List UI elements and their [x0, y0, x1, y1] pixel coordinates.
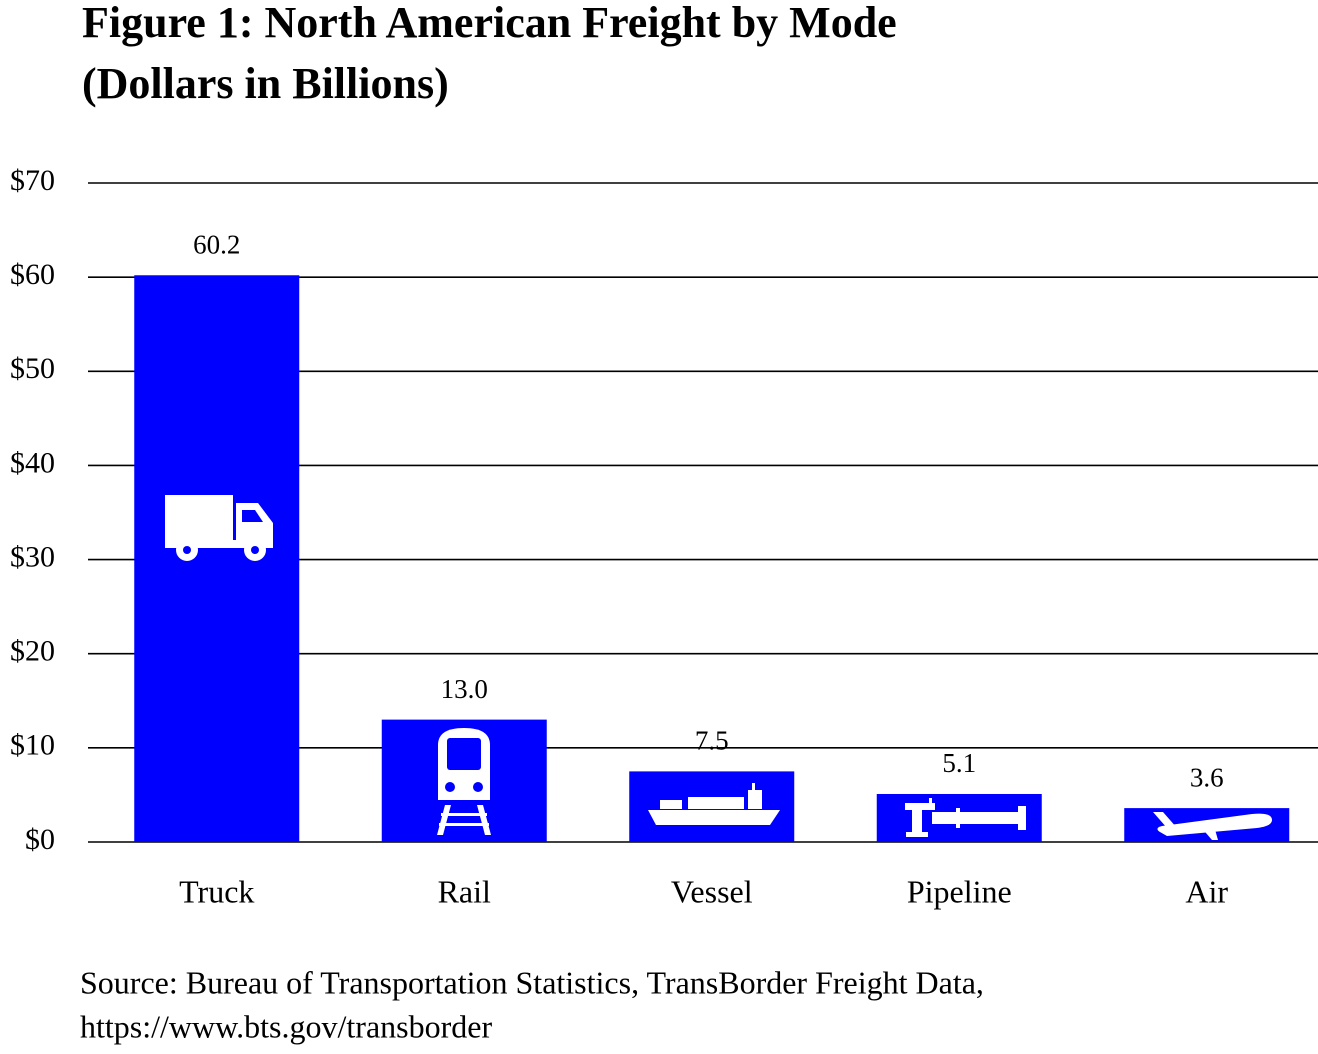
- x-tick-label: Rail: [438, 873, 491, 909]
- chart-title: Figure 1: North American Freight by Mode: [82, 0, 897, 47]
- value-label: 5.1: [942, 748, 976, 778]
- truck-icon: [165, 495, 273, 561]
- icons: [165, 495, 1272, 840]
- chart-subtitle: (Dollars in Billions): [82, 59, 449, 108]
- x-tick-label: Vessel: [671, 873, 753, 909]
- x-tick-label: Truck: [179, 873, 254, 909]
- ship-icon: [648, 783, 780, 825]
- bar: [134, 275, 300, 842]
- y-tick-label: $60: [10, 258, 55, 291]
- y-tick-label: $30: [10, 540, 55, 573]
- x-tick-label: Pipeline: [907, 873, 1012, 909]
- plane-icon: [1153, 812, 1272, 840]
- y-tick-label: $0: [25, 823, 55, 856]
- y-tick-label: $10: [10, 729, 55, 762]
- source-url: https://www.bts.gov/transborder: [80, 1008, 492, 1044]
- value-label: 7.5: [695, 726, 729, 756]
- value-label: 3.6: [1190, 762, 1224, 792]
- plot: $0 $10 $20 $30 $40 $50 $60 $70 Truck 60.2 Rail 13.0…: [10, 164, 1318, 909]
- y-tick-label: $40: [10, 446, 55, 479]
- x-tick-label: Air: [1185, 873, 1228, 909]
- train-icon: [437, 728, 491, 835]
- value-label: 13.0: [441, 674, 488, 704]
- pipeline-icon: [905, 798, 1026, 837]
- source-note: Source: Bureau of Transportation Statist…: [80, 964, 984, 1000]
- value-label: 60.2: [193, 229, 240, 259]
- y-tick-label: $20: [10, 635, 55, 668]
- y-tick-label: $70: [10, 164, 55, 197]
- y-tick-label: $50: [10, 352, 55, 385]
